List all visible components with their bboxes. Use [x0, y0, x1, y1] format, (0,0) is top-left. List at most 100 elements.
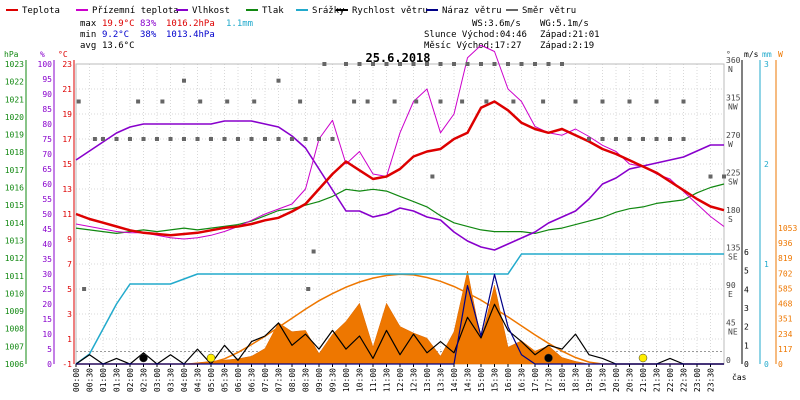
tick-label-hpa: 1021	[5, 95, 24, 104]
wind-direction-point	[330, 137, 335, 141]
axis-label-degc: °C	[58, 50, 68, 59]
wind-direction-point	[411, 62, 416, 66]
tick-label-pct: 60	[42, 180, 52, 189]
wind-direction-point	[128, 137, 132, 141]
stat-wg: WG:5.1m/s	[540, 19, 589, 29]
x-tick-label: 15:30	[491, 368, 500, 392]
wind-direction-point	[600, 99, 605, 104]
x-tick-label: 14:00	[450, 368, 459, 392]
x-tick-label: 02:30	[140, 368, 149, 392]
legend-label-tlak: Tlak	[262, 6, 284, 16]
stat-moon: Měsíc Východ:17:27	[424, 41, 522, 51]
wind-direction-point	[298, 99, 303, 104]
series-line-naraz	[76, 273, 724, 365]
tick-label-dir-name: NE	[728, 328, 738, 337]
tick-label-ms: 6	[744, 248, 749, 257]
tick-label-w: 702	[778, 269, 793, 278]
tick-label-dir: 0	[726, 356, 731, 365]
tick-label-dir: 45	[726, 319, 736, 328]
tick-label-pct: 25	[42, 285, 52, 294]
series-lines	[75, 44, 725, 365]
wind-direction-point	[484, 99, 489, 104]
wind-direction-point	[276, 137, 281, 141]
tick-label-degc: 9	[67, 235, 72, 244]
tick-label-ms: 2	[744, 323, 749, 332]
wind-direction-point	[141, 137, 146, 141]
legend: Teplota Přízemní teplota Vlhkost Tlak Sr…	[6, 6, 576, 16]
sun-moon-marker	[544, 353, 553, 363]
axis-label-hpa: hPa	[4, 50, 19, 59]
stat-avg-temp: 13.6°C	[102, 41, 135, 51]
tick-label-dir-name: E	[728, 290, 733, 299]
tick-label-w: 117	[778, 345, 793, 354]
x-tick-label: 14:30	[464, 368, 473, 392]
stat-min-press: 1013.4hPa	[166, 30, 215, 40]
tick-label-pct: 95	[42, 75, 52, 84]
x-tick-label: 10:00	[342, 368, 351, 392]
wind-direction-point	[198, 99, 203, 104]
x-tick-label: 15:00	[477, 368, 486, 392]
stat-avg-label: avg	[80, 41, 96, 51]
tick-label-w: 234	[778, 330, 793, 339]
tick-label-dir-name: SW	[728, 178, 738, 187]
x-tick-label: 00:30	[86, 368, 95, 392]
series-line-prizemni	[75, 44, 725, 240]
tick-label-hpa: 1013	[5, 236, 24, 245]
x-tick-label: 23:30	[707, 368, 716, 392]
series-line-srazky	[75, 253, 724, 365]
x-tick-label: 09:00	[315, 368, 324, 392]
tick-label-mm: 1	[764, 260, 769, 269]
x-tick-label: 04:30	[194, 368, 203, 392]
tick-label-w: 1053	[778, 224, 797, 233]
x-tick-label: 03:00	[153, 368, 162, 392]
wind-direction-point	[263, 137, 267, 141]
stat-max-press: 1016.2hPa	[166, 19, 215, 29]
tick-label-degc: 23	[62, 60, 72, 69]
axis-label-deg: °	[726, 50, 731, 59]
wind-direction-point	[371, 62, 375, 66]
x-tick-label: 13:00	[423, 368, 432, 392]
stat-min-temp: 9.2°C	[102, 30, 129, 40]
tick-label-hpa: 1016	[5, 184, 24, 193]
sun-moon-marker	[638, 353, 648, 363]
tick-label-pct: 35	[42, 255, 52, 264]
wind-direction-point	[365, 99, 370, 104]
wind-direction-point	[460, 99, 465, 104]
wind-direction-point	[352, 99, 357, 104]
wind-direction-point	[317, 137, 321, 141]
tick-label-hpa: 1009	[5, 307, 24, 316]
tick-label-dir-name: NW	[728, 103, 738, 112]
wind-direction-point	[92, 137, 97, 141]
tick-label-degc: 15	[62, 160, 72, 169]
x-tick-label: 01:00	[99, 368, 108, 392]
wind-direction-point	[614, 137, 618, 141]
wind-direction-point	[398, 62, 402, 66]
tick-label-dir: 180	[726, 206, 741, 215]
tick-label-pct: 65	[42, 165, 52, 174]
tick-label-hpa: 1015	[5, 201, 24, 210]
tick-label-degc: -1	[62, 360, 72, 369]
tick-label-degc: 17	[62, 135, 72, 144]
tick-label-pct: 45	[42, 225, 52, 234]
tick-label-hpa: 1014	[5, 219, 24, 228]
wind-direction-point	[511, 99, 516, 104]
tick-label-ms: 1	[744, 341, 749, 350]
legend-label-teplota: Teplota	[22, 6, 60, 16]
wind-direction-point	[438, 62, 443, 66]
tick-label-ms: 5	[744, 267, 749, 276]
tick-label-pct: 55	[42, 195, 52, 204]
wind-direction-point	[160, 99, 165, 104]
stat-max-label: max	[80, 19, 97, 29]
wind-direction-point	[392, 99, 397, 104]
tick-label-hpa: 1010	[5, 289, 24, 298]
wind-direction-point	[344, 62, 348, 66]
tick-label-degc: 3	[67, 310, 72, 319]
wind-direction-point	[195, 137, 200, 141]
stat-moon-set: Západ:2:19	[540, 41, 594, 51]
wind-direction-point	[225, 99, 230, 104]
tick-label-pct: 70	[42, 150, 52, 159]
tick-label-pct: 85	[42, 105, 52, 114]
x-tick-label: 23:00	[693, 368, 702, 392]
stat-sun: Slunce Východ:04:46	[424, 30, 527, 40]
tick-label-dir-name: N	[728, 65, 733, 74]
